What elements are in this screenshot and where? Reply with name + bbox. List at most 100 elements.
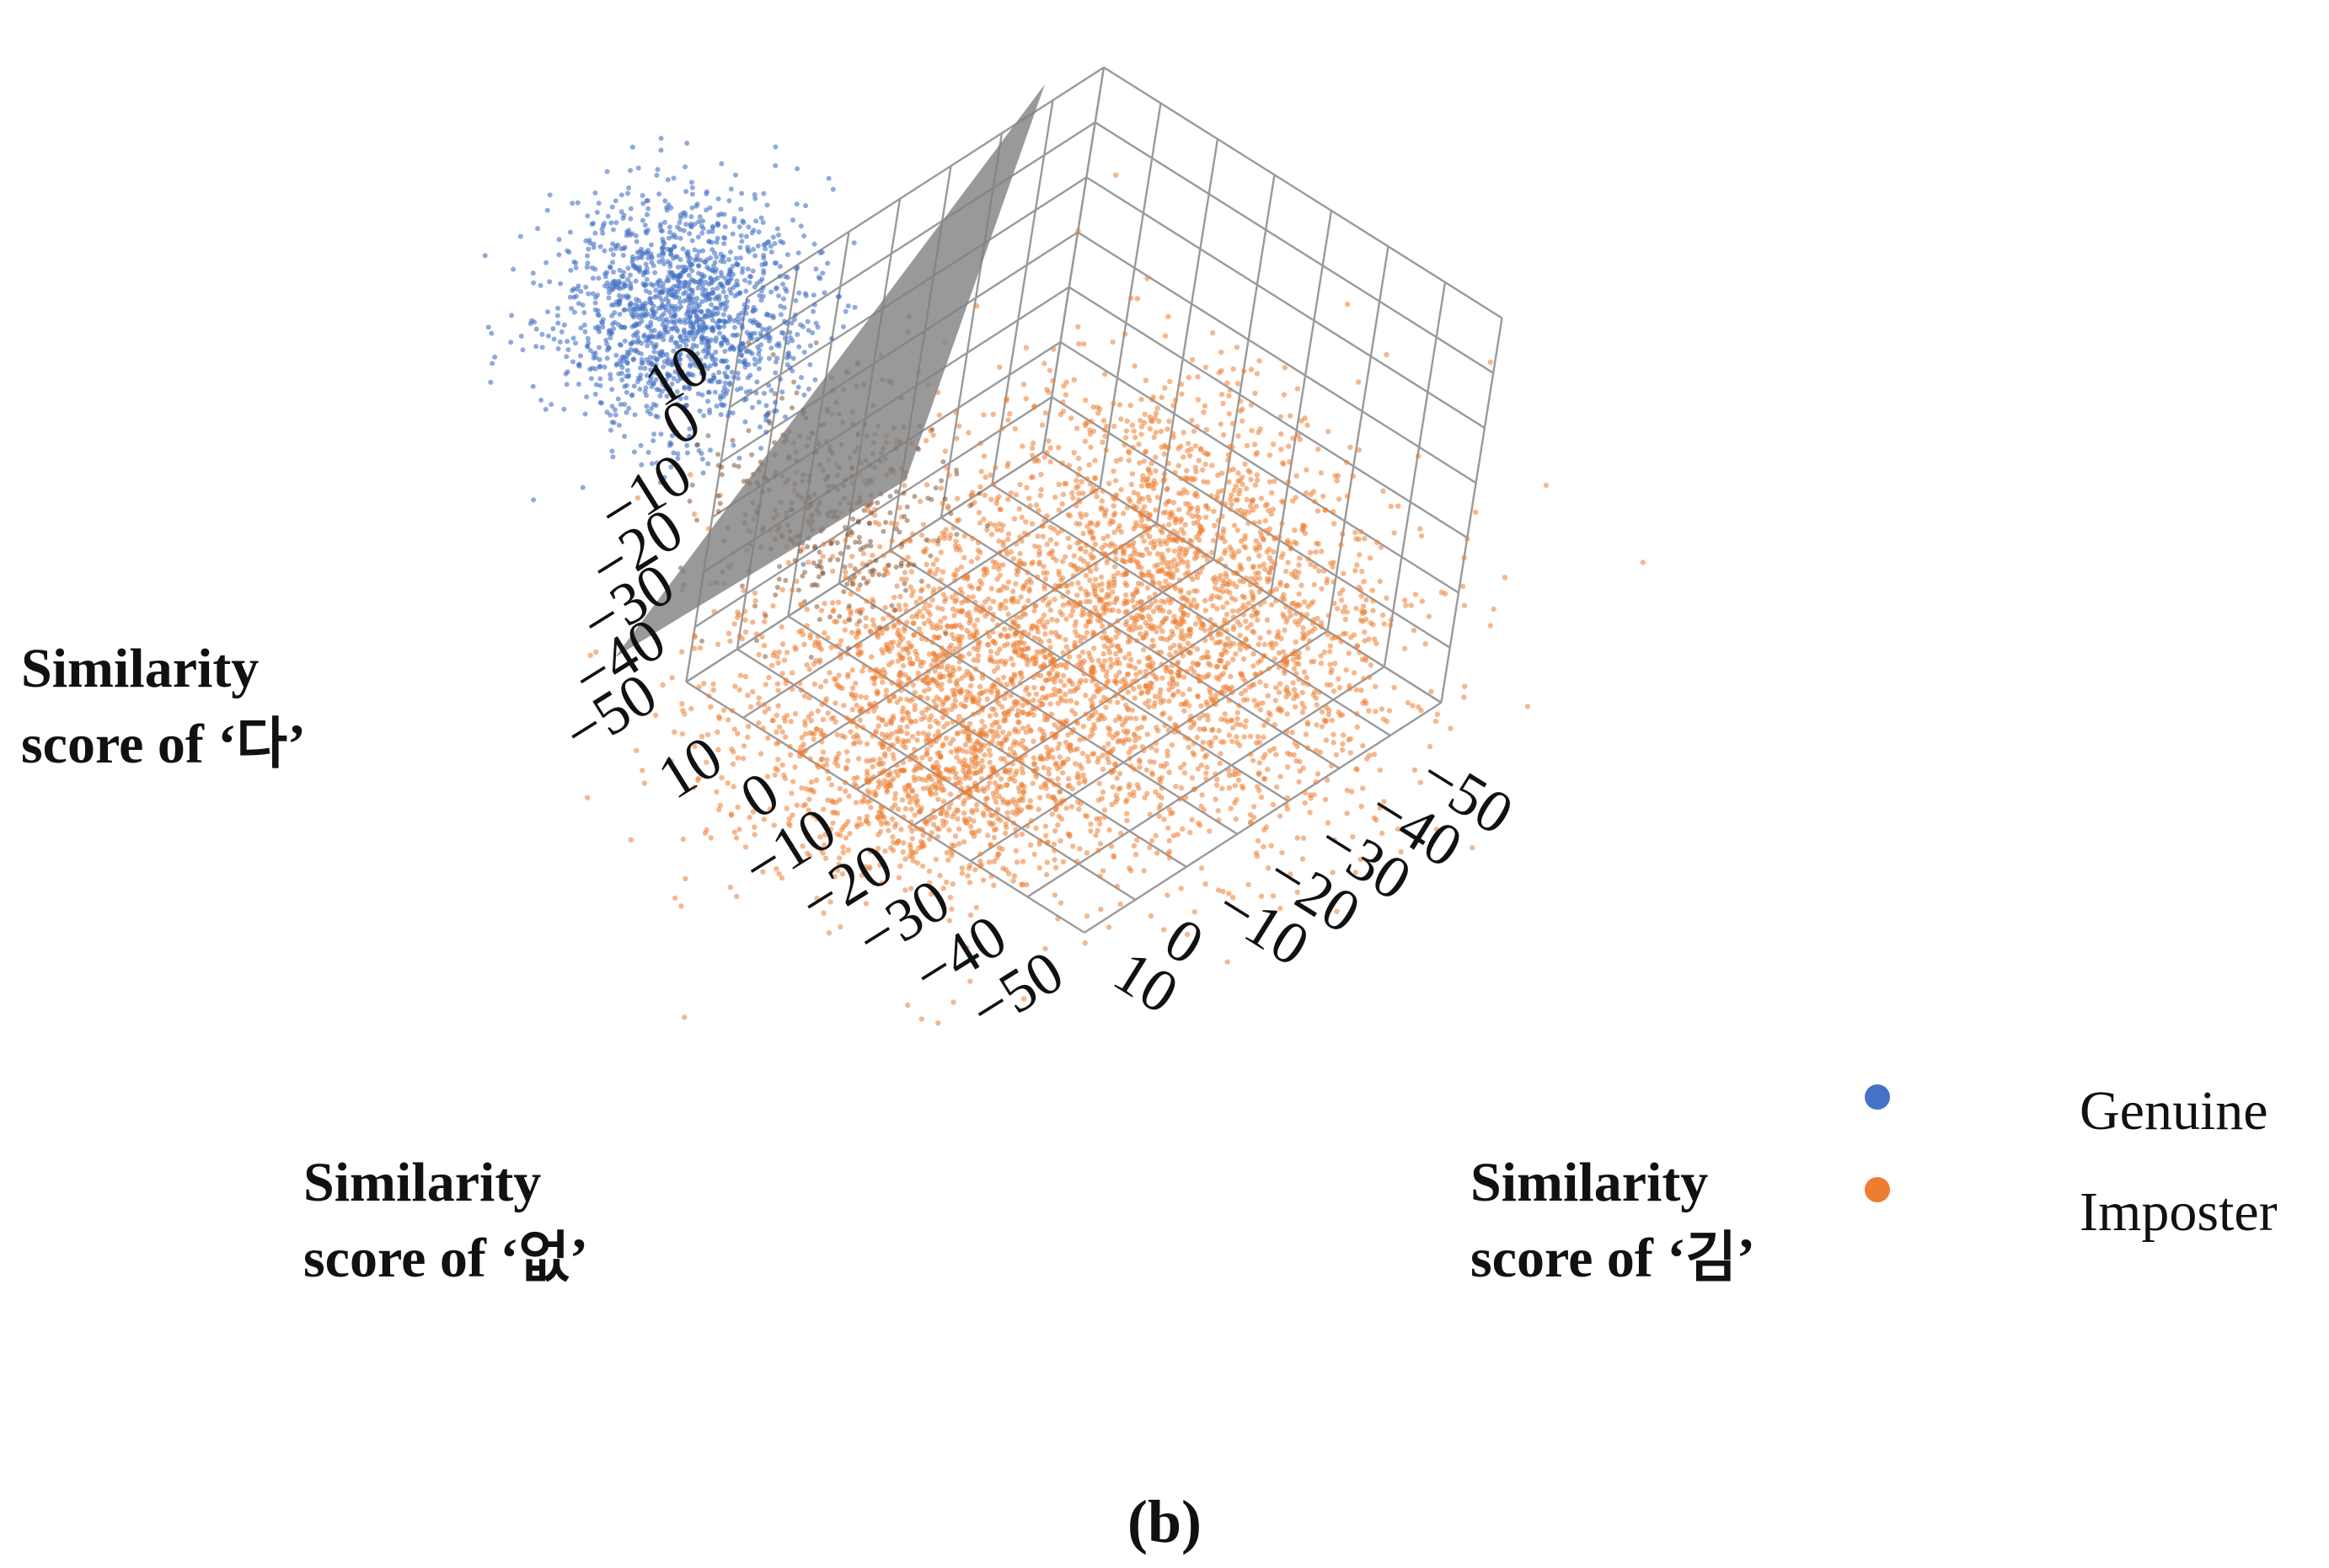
imposter-point (1042, 823, 1049, 829)
imposter-point (1065, 511, 1071, 518)
imposter-point (1237, 578, 1244, 584)
imposter-point (1018, 755, 1024, 761)
imposter-point (1153, 740, 1159, 747)
imposter-point (1052, 597, 1057, 602)
imposter-point (1192, 464, 1199, 471)
imposter-point (1310, 692, 1317, 698)
imposter-point (961, 800, 966, 807)
imposter-point (730, 761, 736, 767)
imposter-point (908, 592, 915, 598)
imposter-point (1033, 825, 1039, 831)
imposter-point (1277, 414, 1284, 420)
imposter-point (1002, 626, 1008, 632)
imposter-point (825, 797, 831, 803)
imposter-point (1184, 468, 1190, 474)
imposter-point (1328, 670, 1334, 676)
imposter-point (981, 516, 987, 522)
genuine-point (735, 371, 741, 376)
imposter-point (1084, 850, 1090, 856)
imposter-point (1293, 671, 1299, 677)
imposter-point (1110, 784, 1116, 790)
imposter-point (1031, 684, 1037, 691)
imposter-point (1027, 503, 1033, 509)
imposter-point (943, 710, 950, 717)
imposter-point (867, 864, 873, 870)
imposter-point (1362, 536, 1368, 542)
genuine-point (795, 332, 800, 337)
genuine-point (745, 266, 751, 272)
imposter-point (896, 875, 902, 880)
imposter-point (890, 834, 896, 840)
imposter-point (1221, 550, 1228, 556)
imposter-point (814, 762, 821, 768)
imposter-point (653, 712, 659, 718)
imposter-point (897, 505, 902, 511)
imposter-point (1041, 653, 1048, 660)
imposter-point (1204, 713, 1211, 719)
imposter-point (1283, 802, 1289, 808)
imposter-point (1323, 737, 1330, 743)
imposter-point (805, 850, 811, 857)
imposter-point (1380, 612, 1386, 618)
imposter-point (1244, 697, 1250, 703)
imposter-point (977, 727, 984, 733)
imposter-point (1008, 490, 1015, 496)
imposter-point (877, 817, 883, 823)
imposter-point (1107, 749, 1113, 755)
imposter-point (1156, 813, 1163, 819)
imposter-point (1191, 752, 1197, 758)
imposter-point (1202, 637, 1208, 644)
imposter-point (1135, 491, 1141, 497)
imposter-point (1247, 469, 1253, 475)
imposter-point (1108, 843, 1115, 849)
imposter-point (1147, 664, 1154, 670)
imposter-point (961, 810, 967, 816)
imposter-point (904, 730, 910, 736)
imposter-point (1065, 589, 1071, 595)
imposter-point (1049, 548, 1056, 554)
imposter-point (939, 645, 945, 651)
imposter-point (1352, 529, 1358, 536)
imposter-point (786, 816, 792, 822)
imposter-point (902, 570, 908, 575)
imposter-point (977, 851, 983, 857)
imposter-point (1042, 595, 1048, 601)
imposter-point (938, 624, 944, 630)
imposter-point (820, 554, 826, 559)
imposter-point (956, 826, 962, 832)
imposter-point (1152, 415, 1159, 420)
imposter-point (790, 686, 795, 692)
imposter-point (1313, 779, 1319, 785)
imposter-point (1283, 619, 1289, 625)
imposter-point (1117, 785, 1123, 791)
imposter-point (1218, 572, 1223, 579)
imposter-point (1303, 731, 1309, 737)
imposter-point (1142, 411, 1148, 417)
imposter-point (1159, 774, 1164, 781)
imposter-point (1209, 727, 1215, 733)
imposter-point (1293, 661, 1299, 666)
imposter-point (753, 631, 760, 637)
imposter-point (858, 821, 865, 827)
imposter-point (1381, 799, 1387, 805)
imposter-point (1188, 601, 1194, 607)
imposter-point (965, 737, 971, 744)
genuine-point (584, 265, 590, 270)
imposter-point (1154, 629, 1159, 634)
imposter-point (1181, 708, 1187, 714)
imposter-point (897, 607, 903, 613)
imposter-point (902, 887, 908, 893)
imposter-point (1262, 517, 1269, 524)
genuine-point (736, 376, 741, 381)
imposter-point (929, 662, 934, 668)
imposter-point (1083, 812, 1089, 819)
imposter-point (1084, 913, 1090, 919)
imposter-point (1336, 676, 1341, 682)
imposter-point (1159, 444, 1164, 450)
imposter-point (856, 629, 862, 636)
imposter-point (885, 772, 891, 779)
imposter-point (1113, 650, 1119, 657)
imposter-point (1019, 514, 1025, 521)
imposter-point (1357, 528, 1364, 535)
